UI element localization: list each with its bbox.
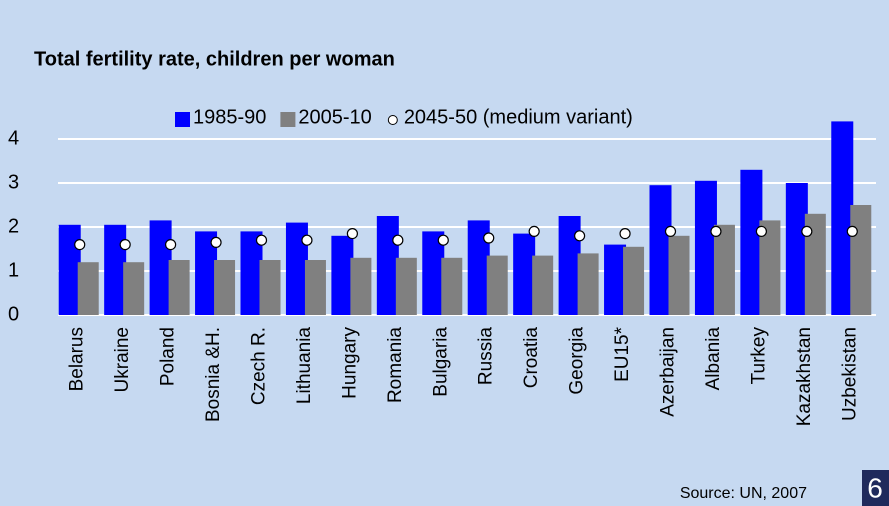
x-tick-label: EU15* — [612, 326, 633, 382]
marker — [619, 228, 631, 240]
bar — [649, 185, 672, 315]
bar — [123, 262, 145, 315]
bar — [149, 220, 172, 315]
bar — [668, 235, 690, 315]
x-tick-label: Uzbekistan — [839, 327, 860, 421]
bar — [259, 260, 281, 315]
x-tick-label: Kazakhstan — [794, 327, 815, 426]
marker — [437, 234, 449, 246]
bar — [740, 169, 763, 315]
marker — [346, 228, 358, 240]
marker — [528, 225, 540, 237]
x-tick-label: Turkey — [748, 327, 769, 385]
marker — [210, 236, 222, 248]
marker — [710, 225, 722, 237]
bar — [558, 216, 581, 315]
x-tick-label: Albania — [703, 327, 724, 391]
marker — [755, 225, 767, 237]
bar — [850, 205, 872, 315]
x-tick-label: Croatia — [521, 327, 542, 389]
legend-swatch — [175, 112, 190, 127]
bar — [694, 180, 717, 315]
legend-swatch — [280, 112, 296, 127]
y-tick-label: 3 — [8, 171, 19, 193]
bar — [58, 224, 81, 315]
bar — [422, 231, 445, 315]
marker — [483, 232, 495, 244]
bar — [831, 121, 854, 316]
bar — [77, 262, 99, 315]
legend-label: 2045-50 (medium variant) — [404, 106, 633, 128]
legend-label: 2005-10 — [298, 106, 371, 128]
bar — [350, 257, 372, 315]
x-tick-label: Georgia — [567, 327, 588, 395]
bar — [532, 255, 554, 315]
bar — [577, 253, 599, 315]
marker — [74, 239, 86, 251]
legend-label: 1985-90 — [193, 106, 266, 128]
bar — [240, 231, 263, 315]
bar — [486, 255, 508, 315]
x-tick-label: Russia — [476, 327, 497, 386]
chart-title: Total fertility rate, children per woman — [34, 48, 395, 70]
bar — [304, 260, 326, 315]
marker — [801, 225, 813, 237]
y-tick-label: 4 — [8, 127, 19, 149]
marker — [846, 225, 858, 237]
x-tick-label: Lithuania — [294, 327, 315, 405]
x-tick-label: Czech R. — [249, 327, 270, 405]
marker — [255, 234, 268, 246]
marker — [392, 234, 404, 246]
bar — [513, 233, 536, 315]
y-tick-label: 1 — [8, 259, 19, 281]
bar — [331, 235, 354, 315]
bar — [168, 260, 190, 315]
x-tick-label: Bosnia &H. — [203, 327, 224, 422]
y-tick-label: 0 — [8, 303, 19, 325]
bar — [785, 183, 808, 315]
bar — [104, 224, 127, 315]
x-tick-label: Azerbaijan — [658, 327, 679, 417]
bar — [376, 216, 399, 315]
legend-marker — [387, 115, 398, 125]
marker — [301, 234, 313, 246]
bar — [214, 260, 236, 315]
marker — [119, 239, 131, 251]
marker — [574, 230, 586, 242]
page-number-box — [862, 470, 889, 506]
x-tick-label: Hungary — [339, 327, 360, 399]
page-number: 6 — [867, 472, 883, 503]
x-tick-label: Poland — [158, 327, 179, 386]
bar — [623, 246, 645, 315]
x-tick-label: Ukraine — [112, 327, 133, 392]
bar — [195, 231, 218, 315]
bar — [713, 224, 735, 315]
bar — [759, 220, 781, 315]
bar — [441, 257, 463, 315]
bar — [285, 222, 308, 315]
x-tick-label: Romania — [385, 327, 406, 403]
bar — [395, 257, 417, 315]
marker — [664, 225, 677, 237]
source: Source: UN, 2007 — [680, 485, 807, 502]
bar — [467, 220, 490, 315]
y-tick-label: 2 — [8, 215, 19, 237]
bar — [804, 213, 826, 315]
marker — [165, 239, 177, 251]
x-tick-label: Belarus — [67, 327, 88, 391]
x-tick-label: Bulgaria — [430, 327, 451, 397]
bar — [604, 244, 627, 315]
